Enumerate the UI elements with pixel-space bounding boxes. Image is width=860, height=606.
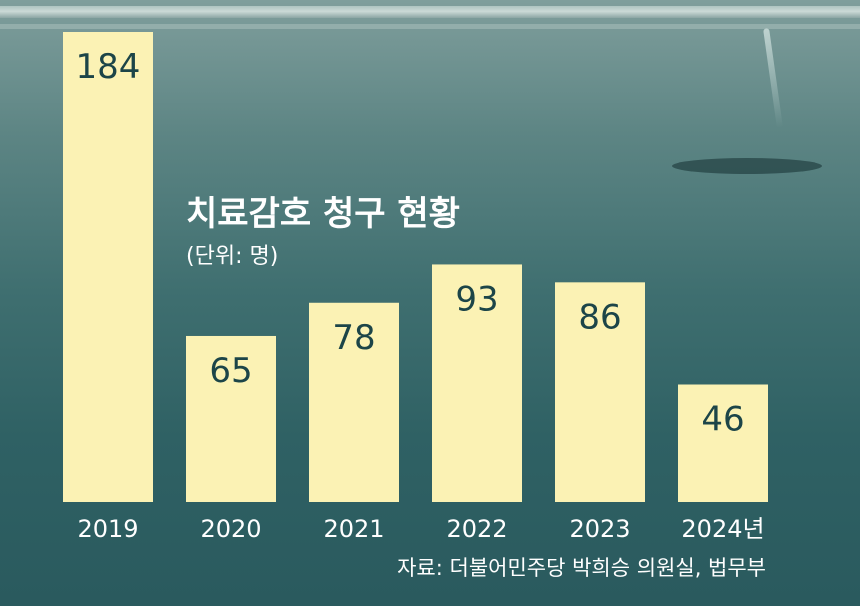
bar-2019 xyxy=(63,32,153,502)
x-tick-label: 2019 xyxy=(77,515,138,543)
x-tick-label: 2023 xyxy=(569,515,630,543)
bar-2021 xyxy=(309,302,399,502)
chart-title: 치료감호 청구 현황 xyxy=(186,194,460,234)
x-tick-label: 2020 xyxy=(200,515,261,543)
chart-source: 자료: 더불어민주당 박희승 의원실, 법무부 xyxy=(397,556,766,580)
bar-2023 xyxy=(555,282,645,502)
bar-2024년 xyxy=(678,384,768,502)
x-tick-label: 2021 xyxy=(323,515,384,543)
bar-value-label: 86 xyxy=(578,297,621,337)
x-tick-label: 2022 xyxy=(446,515,507,543)
bar-2022 xyxy=(432,264,522,502)
background-puddle xyxy=(672,158,822,174)
background-pipe xyxy=(0,6,860,18)
x-tick-label: 2024년 xyxy=(681,515,764,543)
background-pipe-shadow xyxy=(0,24,860,29)
bar-value-label: 93 xyxy=(455,279,498,319)
bar-value-label: 184 xyxy=(76,47,141,87)
bar-value-label: 65 xyxy=(209,351,252,391)
bar-2020 xyxy=(186,335,276,502)
chart-unit: (단위: 명) xyxy=(186,244,279,269)
bar-value-label: 46 xyxy=(701,400,744,440)
bar-value-label: 78 xyxy=(332,318,375,358)
